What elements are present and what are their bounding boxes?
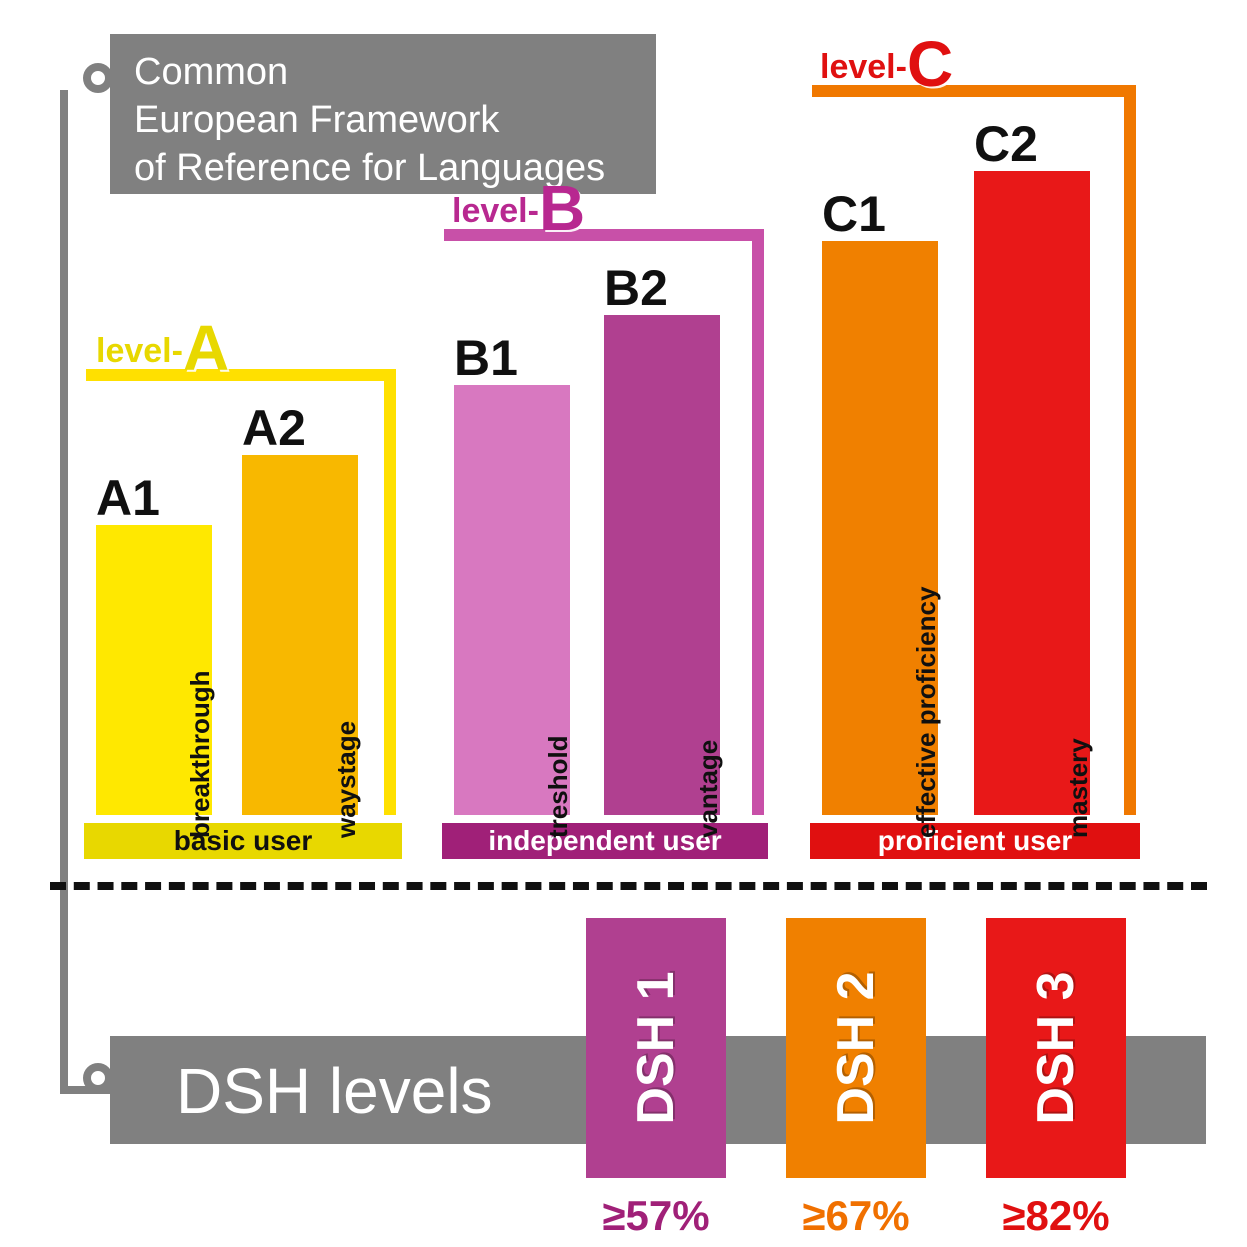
dsh-title: DSH levels	[176, 1054, 493, 1128]
bar-sublabel-B1: treshold	[543, 735, 574, 838]
connector-vertical	[60, 90, 68, 1090]
dsh-box-label-1: DSH 1	[626, 971, 686, 1124]
bar-code-A1: A1	[96, 469, 160, 527]
dsh-box-label-3: DSH 3	[1026, 971, 1086, 1124]
dsh-box-2: DSH 2	[786, 918, 926, 1178]
level-tag-B: level-B	[452, 171, 585, 245]
dsh-pct-2: ≥67%	[786, 1192, 926, 1240]
separator-dashed	[50, 882, 1207, 890]
dsh-box-label-2: DSH 2	[826, 971, 886, 1124]
bar-sublabel-C2: mastery	[1063, 738, 1094, 838]
bar-sublabel-A1: breakthrough	[185, 670, 216, 838]
bar-C2	[974, 171, 1090, 815]
bar-sublabel-A2: waystage	[331, 721, 362, 838]
bar-code-C2: C2	[974, 115, 1038, 173]
title-box: Common European Framework of Reference f…	[110, 34, 656, 194]
bar-sublabel-C1: effective proficiency	[911, 587, 942, 838]
dsh-pct-3: ≥82%	[986, 1192, 1126, 1240]
bar-code-A2: A2	[242, 399, 306, 457]
bar-code-B1: B1	[454, 329, 518, 387]
bar-code-B2: B2	[604, 259, 668, 317]
dsh-box-3: DSH 3	[986, 918, 1126, 1178]
dsh-box-1: DSH 1	[586, 918, 726, 1178]
title-line-1: Common	[134, 48, 632, 96]
title-line-2: European Framework	[134, 96, 632, 144]
dsh-pct-1: ≥57%	[586, 1192, 726, 1240]
level-tag-A: level-A	[96, 311, 229, 385]
connector-dot-top	[83, 63, 113, 93]
cefr-infographic: Common European Framework of Reference f…	[0, 0, 1247, 1247]
connector-dot-bottom	[83, 1063, 113, 1093]
bar-code-C1: C1	[822, 185, 886, 243]
level-tag-C: level-C	[820, 27, 953, 101]
bar-sublabel-B2: vantage	[693, 740, 724, 838]
